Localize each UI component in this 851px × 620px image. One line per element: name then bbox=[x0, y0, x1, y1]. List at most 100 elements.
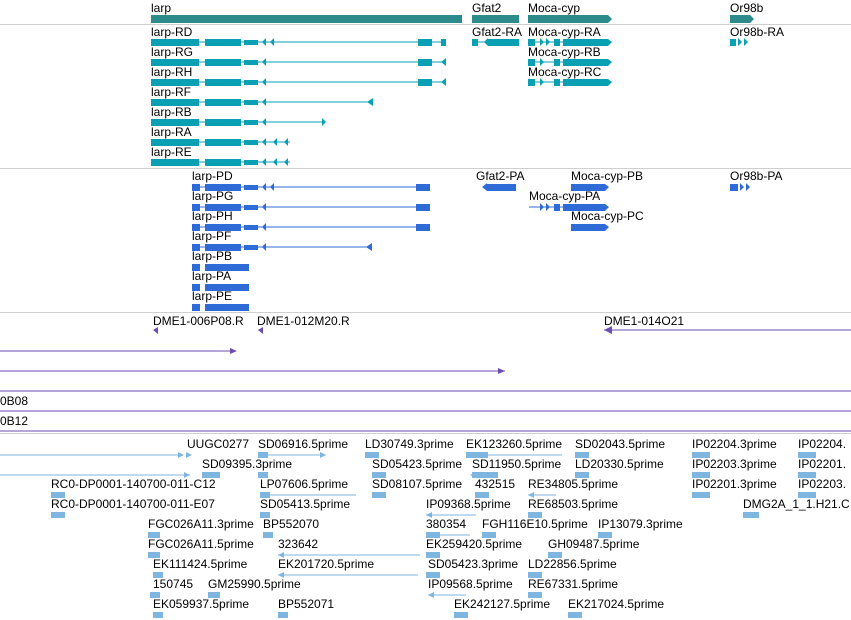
est-label[interactable]: IP09568.5prime bbox=[428, 577, 513, 591]
transcript-larp-rg-glyph[interactable] bbox=[151, 58, 446, 66]
est-glyphs[interactable] bbox=[0, 452, 816, 618]
est-label[interactable]: IP02201. bbox=[798, 457, 847, 471]
cds-larp-ph-glyph[interactable] bbox=[192, 223, 430, 231]
transcript-larp-ra-glyph[interactable] bbox=[151, 138, 290, 146]
clone-row-label[interactable]: 0B08 bbox=[0, 394, 29, 408]
gene-larp-glyph[interactable] bbox=[151, 15, 462, 23]
est-label[interactable]: RE67331.5prime bbox=[528, 577, 619, 591]
cds-larp-pa-glyph[interactable] bbox=[192, 284, 249, 291]
transcript-or98b-ra-glyph[interactable] bbox=[730, 38, 748, 46]
clone-label[interactable]: DME1-012M20.R bbox=[257, 314, 350, 328]
est-label[interactable]: EK111424.5prime bbox=[153, 557, 248, 571]
est-label[interactable]: LD20330.5prime bbox=[575, 457, 664, 471]
cds-moca-cyp-pa-glyph[interactable] bbox=[529, 203, 609, 211]
est-label[interactable]: BP552071 bbox=[278, 597, 335, 611]
clone-alignment-2[interactable] bbox=[0, 368, 505, 374]
est-label[interactable]: IP02204.3prime bbox=[692, 437, 777, 451]
cds-larp-pd-glyph[interactable] bbox=[192, 183, 430, 191]
transcript-larp-rh-glyph[interactable] bbox=[151, 78, 446, 86]
clone-glyphs[interactable] bbox=[0, 326, 851, 432]
transcript-larp-rf-glyph[interactable] bbox=[151, 98, 373, 106]
cds-gfat2-pa-glyph[interactable] bbox=[482, 183, 516, 191]
est-label[interactable]: 432515 bbox=[475, 477, 516, 491]
transcript-moca-cyp-ra-glyph[interactable] bbox=[528, 38, 612, 46]
cds-larp-pf-glyph[interactable] bbox=[192, 243, 372, 251]
transcript-label[interactable]: larp-RD bbox=[151, 25, 193, 39]
est-label[interactable]: SD05413.5prime bbox=[260, 497, 351, 511]
gene-moca-cyp-glyph[interactable] bbox=[528, 15, 608, 23]
est-label[interactable]: RE68503.5prime bbox=[528, 497, 619, 511]
cds-label[interactable]: Gfat2-PA bbox=[476, 169, 525, 183]
gene-label-gfat2[interactable]: Gfat2 bbox=[472, 1, 502, 15]
gene-gfat2-glyph[interactable] bbox=[472, 15, 519, 23]
transcript-label[interactable]: larp-RG bbox=[151, 45, 194, 59]
transcript-larp-rb-glyph[interactable] bbox=[151, 118, 326, 126]
transcript-label[interactable]: larp-RE bbox=[151, 145, 192, 159]
gene-glyphs[interactable] bbox=[151, 15, 754, 23]
gene-label-larp[interactable]: larp bbox=[151, 1, 172, 15]
est-label[interactable]: FGH116E10.5prime bbox=[482, 517, 588, 531]
clone-label[interactable]: DME1-014O21 bbox=[604, 314, 685, 328]
transcript-label[interactable]: Moca-cyp-RC bbox=[528, 65, 602, 79]
est-label[interactable]: FGC026A11.5prime bbox=[148, 537, 254, 551]
cds-label[interactable]: Moca-cyp-PA bbox=[529, 189, 601, 203]
est-label[interactable]: EK201720.5prime bbox=[278, 557, 375, 571]
clone-row-label[interactable]: 0B12 bbox=[0, 414, 29, 428]
est-label[interactable]: IP02203. bbox=[798, 477, 847, 491]
cds-label[interactable]: Moca-cyp-PC bbox=[571, 209, 644, 223]
est-label[interactable]: SD02043.5prime bbox=[575, 437, 666, 451]
clone-alignment-1[interactable] bbox=[0, 348, 237, 354]
transcript-moca-cyp-rc-glyph[interactable] bbox=[528, 78, 612, 86]
cds-label[interactable]: Moca-cyp-PB bbox=[571, 169, 644, 183]
cds-label[interactable]: larp-PH bbox=[192, 209, 233, 223]
gene-label-or98b[interactable]: Or98b bbox=[730, 1, 764, 15]
cds-label[interactable]: larp-PG bbox=[192, 189, 234, 203]
clone-014o21-glyph[interactable] bbox=[604, 326, 851, 334]
est-label[interactable]: RE34805.5prime bbox=[528, 477, 619, 491]
est-label[interactable]: BP552070 bbox=[263, 517, 320, 531]
transcript-gfat2-ra-glyph[interactable] bbox=[472, 38, 519, 46]
cds-larp-pb-glyph[interactable] bbox=[192, 264, 249, 271]
transcript-glyphs[interactable] bbox=[151, 38, 748, 166]
est-label[interactable]: LD22856.5prime bbox=[528, 557, 617, 571]
est-label[interactable]: DMG2A_1_1.H21.C bbox=[743, 497, 850, 511]
transcript-label[interactable]: larp-RF bbox=[151, 85, 192, 99]
transcript-larp-re-glyph[interactable] bbox=[151, 158, 290, 166]
est-label[interactable]: IP09368.5prime bbox=[426, 497, 511, 511]
est-label[interactable]: IP02204. bbox=[798, 437, 847, 451]
cds-moca-cyp-pc-glyph[interactable] bbox=[571, 224, 609, 231]
est-label[interactable]: IP02201.3prime bbox=[692, 477, 777, 491]
cds-larp-pg-glyph[interactable] bbox=[192, 203, 430, 211]
est-label[interactable]: 150745 bbox=[153, 577, 194, 591]
est-label[interactable]: EK123260.5prime bbox=[466, 437, 563, 451]
transcript-label[interactable]: Or98b-RA bbox=[730, 25, 785, 39]
transcript-label[interactable]: larp-RB bbox=[151, 105, 192, 119]
transcript-label[interactable]: Moca-cyp-RB bbox=[528, 45, 601, 59]
cds-label[interactable]: Or98b-PA bbox=[730, 169, 783, 183]
cds-label[interactable]: larp-PF bbox=[192, 229, 232, 243]
cds-label[interactable]: larp-PD bbox=[192, 169, 233, 183]
transcript-moca-cyp-rb-glyph[interactable] bbox=[528, 58, 612, 66]
est-label[interactable]: IP13079.3prime bbox=[598, 517, 683, 531]
clone-label[interactable]: DME1-006P08.R bbox=[153, 314, 244, 328]
est-label[interactable]: SD05423.3prime bbox=[428, 557, 519, 571]
est-label[interactable]: SD08107.5prime bbox=[372, 477, 463, 491]
est-label[interactable]: GH09487.5prime bbox=[548, 537, 640, 551]
cds-or98b-pa-glyph[interactable] bbox=[730, 183, 750, 191]
transcript-label[interactable]: Moca-cyp-RA bbox=[528, 25, 601, 39]
cds-glyphs[interactable] bbox=[192, 183, 750, 311]
est-label[interactable]: FGC026A11.3prime bbox=[148, 517, 254, 531]
gene-or98b-glyph[interactable] bbox=[730, 15, 750, 23]
est-label[interactable]: RC0-DP0001-140700-011-C12 bbox=[51, 477, 216, 491]
cds-label[interactable]: larp-PB bbox=[192, 249, 233, 263]
est-label[interactable]: SD06916.5prime bbox=[258, 437, 349, 451]
est-label[interactable]: EK217024.5prime bbox=[568, 597, 665, 611]
est-label[interactable]: IP02203.3prime bbox=[692, 457, 777, 471]
est-label[interactable]: EK259420.5prime bbox=[426, 537, 523, 551]
est-label[interactable]: UUGC0277 bbox=[187, 437, 250, 451]
est-label[interactable]: SD05423.5prime bbox=[372, 457, 463, 471]
est-label[interactable]: EK059937.5prime bbox=[153, 597, 250, 611]
cds-label[interactable]: larp-PE bbox=[192, 289, 233, 303]
est-label[interactable]: 380354 bbox=[426, 517, 467, 531]
est-label[interactable]: SD11950.5prime bbox=[472, 457, 562, 471]
